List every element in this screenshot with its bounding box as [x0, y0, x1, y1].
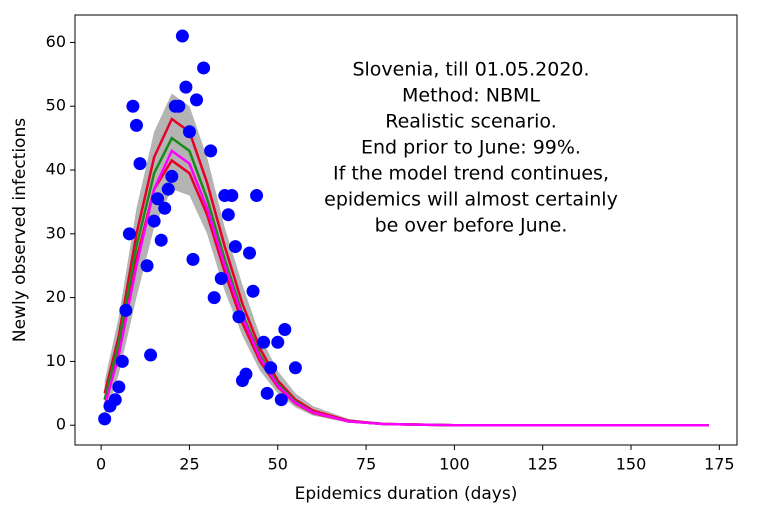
data-point: [246, 284, 260, 298]
data-point: [175, 29, 189, 43]
data-point: [161, 182, 175, 196]
data-point: [190, 93, 204, 107]
data-point: [147, 214, 161, 228]
x-tick-label: 75: [356, 455, 376, 474]
data-point: [122, 227, 136, 241]
data-point: [126, 99, 140, 113]
annotation-line: be over before June.: [375, 215, 568, 237]
data-point: [140, 259, 154, 273]
data-point: [172, 99, 186, 113]
data-point: [207, 291, 221, 305]
x-axis-label: Epidemics duration (days): [295, 484, 518, 504]
data-point: [264, 361, 278, 375]
y-tick-label: 20: [46, 287, 66, 306]
y-tick-label: 0: [56, 415, 66, 434]
x-tick-label: 100: [439, 455, 470, 474]
data-point: [182, 125, 196, 139]
data-point: [108, 393, 122, 407]
data-point: [133, 157, 147, 171]
model-curve: [103, 148, 709, 427]
data-point: [98, 412, 112, 426]
data-point: [115, 354, 129, 368]
data-point: [228, 240, 242, 254]
data-point: [225, 189, 239, 203]
x-tick-label: 0: [96, 455, 106, 474]
x-tick-label: 125: [527, 455, 558, 474]
data-point: [129, 118, 143, 132]
data-point: [144, 348, 158, 362]
data-point: [214, 271, 228, 285]
data-point: [186, 252, 200, 266]
data-point: [274, 393, 288, 407]
data-point: [165, 169, 179, 183]
y-axis-label: Newly observed infections: [10, 118, 30, 342]
annotation-line: Method: NBML: [402, 85, 540, 107]
data-point: [257, 335, 271, 349]
data-point: [271, 335, 285, 349]
x-tick-label: 25: [179, 455, 199, 474]
data-point: [243, 246, 257, 260]
data-point: [119, 303, 133, 317]
annotation-line: Realistic scenario.: [385, 111, 557, 133]
annotation-line: Slovenia, till 01.05.2020.: [352, 59, 589, 81]
data-point: [197, 61, 211, 75]
data-point: [221, 208, 235, 222]
data-point: [278, 323, 292, 337]
y-tick-label: 10: [46, 351, 66, 370]
y-tick-label: 40: [46, 160, 66, 179]
annotation-line: If the model trend continues,: [333, 163, 609, 185]
data-point: [239, 367, 253, 381]
data-point: [260, 386, 274, 400]
data-point: [179, 80, 193, 94]
data-point: [204, 144, 218, 158]
plot-frame: [74, 14, 738, 446]
data-point: [250, 189, 264, 203]
data-point: [232, 310, 246, 324]
data-point: [112, 380, 126, 394]
data-point: [288, 361, 302, 375]
x-tick-label: 50: [268, 455, 288, 474]
y-tick-label: 30: [46, 223, 66, 242]
data-point: [151, 192, 165, 206]
annotation-line: epidemics will almost certainly: [324, 189, 618, 211]
data-point: [154, 233, 168, 247]
y-tick-label: 50: [46, 96, 66, 115]
data-point: [158, 201, 172, 215]
y-tick-label: 60: [46, 32, 66, 51]
x-tick-label: 150: [616, 455, 647, 474]
annotation-line: End prior to June: 99%.: [361, 137, 581, 159]
x-tick-label: 175: [704, 455, 735, 474]
